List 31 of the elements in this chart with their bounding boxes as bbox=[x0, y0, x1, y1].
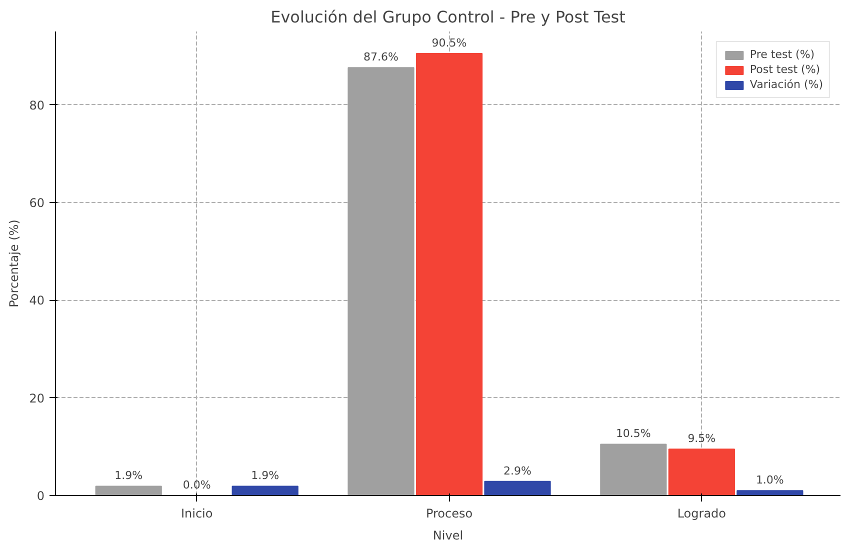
legend-label: Variación (%) bbox=[750, 78, 823, 91]
data-label: 2.9% bbox=[504, 464, 532, 478]
data-label: 90.5% bbox=[432, 36, 467, 50]
bar bbox=[416, 52, 483, 496]
y-tick-label: 80 bbox=[29, 98, 45, 112]
data-label: 1.9% bbox=[114, 469, 143, 482]
y-axis-title: Porcentaje (%) bbox=[7, 220, 22, 308]
legend-label: Pre test (%) bbox=[750, 48, 815, 61]
bar bbox=[95, 486, 162, 496]
y-tick-label: 60 bbox=[29, 196, 45, 210]
y-tick-label: 0 bbox=[36, 489, 45, 503]
data-label: 1.0% bbox=[756, 474, 784, 487]
bar bbox=[736, 490, 804, 496]
data-label: 1.9% bbox=[251, 469, 280, 482]
x-tick-label: Proceso bbox=[426, 506, 473, 520]
x-tick-label: Inicio bbox=[180, 506, 213, 520]
x-axis-title: Nivel bbox=[432, 528, 464, 542]
bar bbox=[348, 67, 414, 496]
y-tick-label: 40 bbox=[29, 294, 45, 308]
bar bbox=[484, 480, 551, 496]
legend-label: Post test (%) bbox=[750, 63, 820, 76]
data-label: 0.0% bbox=[182, 478, 211, 492]
data-label: 9.5% bbox=[688, 432, 716, 446]
bar bbox=[600, 444, 667, 496]
y-tick-label: 20 bbox=[29, 391, 45, 406]
data-label: 10.5% bbox=[616, 427, 651, 440]
bar bbox=[668, 448, 735, 496]
chart-title: Evolución del Grupo Control - Pre y Post Test bbox=[270, 8, 626, 26]
x-tick-label: Logrado bbox=[677, 506, 726, 520]
bar bbox=[232, 486, 298, 496]
data-label: 87.6% bbox=[364, 50, 398, 64]
